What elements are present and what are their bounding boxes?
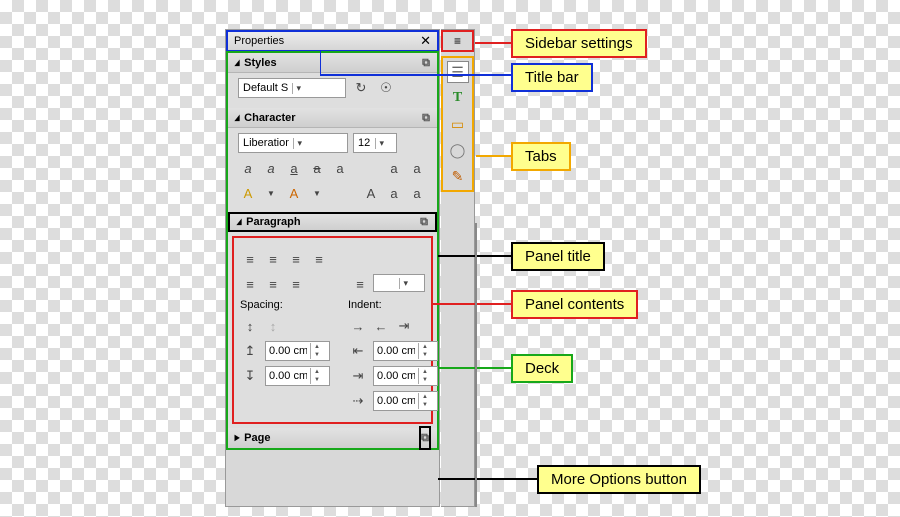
indent-first-spinner[interactable]: ▲▼ (373, 391, 438, 411)
highlight-chevron[interactable]: ▼ (307, 183, 327, 203)
font-color-icon[interactable]: A (238, 183, 258, 203)
callout-panel-title: Panel title (511, 242, 605, 271)
indent-before-icon: ⇤ (348, 341, 368, 361)
tab-gallery[interactable]: ▭ (447, 113, 469, 135)
tab-styles[interactable]: T (447, 87, 469, 109)
font-value: Liberation Serif (243, 137, 289, 149)
font-color-chevron[interactable]: ▼ (261, 183, 281, 203)
sidebar-settings-button[interactable]: ≡ (441, 30, 474, 52)
panel-contents: ≡ ≡ ≡ ≡ ≡ ≡ ≡ ≡ ▾ Spacing: (232, 236, 433, 424)
align-justify-icon[interactable]: ≡ (309, 249, 329, 269)
highlight-icon[interactable]: A (284, 183, 304, 203)
callout-title-bar: Title bar (511, 63, 593, 92)
tab-navigator[interactable]: ◯ (447, 139, 469, 161)
chevron-down-icon: ▾ (292, 83, 342, 94)
character-body: Liberation Serif ▾ 12 ▾ a a a a a a a A (228, 128, 437, 213)
more-options-icon[interactable]: ⧉ (421, 107, 431, 129)
align-center-icon[interactable]: ≡ (263, 249, 283, 269)
paragraph-body: ≡ ≡ ≡ ≡ ≡ ≡ ≡ ≡ ▾ Spacing: (228, 232, 437, 428)
dec-indent-icon[interactable]: ← (371, 316, 391, 336)
style-dropdown[interactable]: Default Style ▾ (238, 78, 346, 98)
subscript-icon[interactable]: a (407, 158, 427, 178)
callout-panel-contents: Panel contents (511, 290, 638, 319)
inc-spacing-icon[interactable]: ↕ (240, 316, 260, 336)
superscript-icon[interactable]: a (384, 158, 404, 178)
overline-icon[interactable]: a (330, 158, 350, 178)
spacing-label: Spacing: (240, 299, 330, 311)
indent-first-icon: ⇢ (348, 391, 368, 411)
decrease-font-icon[interactable]: a (407, 183, 427, 203)
space-above-input[interactable] (266, 345, 310, 357)
tab-column: ≡ ☰ T ▭ ◯ ✎ (441, 29, 475, 507)
space-below-input[interactable] (266, 370, 310, 382)
align-top-icon[interactable]: ≡ (240, 274, 260, 294)
increase-font-icon[interactable]: a (384, 183, 404, 203)
inc-indent-icon[interactable]: → (348, 316, 368, 336)
char-format-row-1: a a a a a a a (238, 158, 427, 178)
page-header[interactable]: Page ⧉ (228, 428, 437, 448)
bold-icon[interactable]: a (238, 158, 258, 178)
paragraph-header[interactable]: Paragraph ⧉ (228, 212, 437, 232)
hanging-indent-icon[interactable]: ⇥ (394, 316, 414, 336)
chevron-down-icon: ▾ (293, 138, 344, 149)
title-bar-label: Properties (234, 30, 284, 52)
section-label: Page (244, 428, 270, 448)
font-size-value: 12 (358, 137, 371, 149)
properties-panel: Properties ✕ Styles ⧉ Default Style ▾ ↻ … (225, 29, 440, 507)
chevron-down-icon: ▾ (399, 278, 421, 289)
tab-functions[interactable]: ✎ (447, 165, 469, 187)
more-options-icon[interactable]: ⧉ (419, 211, 429, 233)
align-left-icon[interactable]: ≡ (240, 249, 260, 269)
indent-before-spinner[interactable]: ▲▼ (373, 341, 438, 361)
space-below-spinner[interactable]: ▲▼ (265, 366, 330, 386)
callout-deck: Deck (511, 354, 573, 383)
indent-label: Indent: (348, 299, 438, 311)
character-header[interactable]: Character ⧉ (228, 108, 437, 128)
title-bar: Properties ✕ (226, 30, 439, 52)
callout-sidebar-settings: Sidebar settings (511, 29, 647, 58)
strike-icon[interactable]: a (307, 158, 327, 178)
space-above-icon: ↥ (240, 341, 260, 361)
indent-before-input[interactable] (374, 345, 418, 357)
align-vcenter-icon[interactable]: ≡ (263, 274, 283, 294)
more-options-button[interactable]: ⧉ (419, 426, 431, 450)
section-label: Styles (244, 53, 276, 73)
space-below-icon: ↧ (240, 366, 260, 386)
italic-icon[interactable]: a (261, 158, 281, 178)
style-value: Default Style (243, 82, 288, 94)
close-icon[interactable]: ✕ (420, 30, 431, 52)
callout-more-options: More Options button (537, 465, 701, 494)
line-spacing-dropdown[interactable]: ▾ (373, 274, 425, 292)
new-style-icon[interactable]: ☉ (376, 78, 396, 98)
deck: Styles ⧉ Default Style ▾ ↻ ☉ Character ⧉… (226, 51, 439, 450)
indent-after-spinner[interactable]: ▲▼ (373, 366, 438, 386)
chevron-down-icon: ▾ (375, 138, 393, 149)
dec-spacing-icon[interactable]: ↕ (263, 316, 283, 336)
callout-tabs: Tabs (511, 142, 571, 171)
settings-icon: ≡ (454, 34, 461, 48)
space-above-spinner[interactable]: ▲▼ (265, 341, 330, 361)
font-dropdown[interactable]: Liberation Serif ▾ (238, 133, 348, 153)
indent-first-input[interactable] (374, 395, 418, 407)
align-right-icon[interactable]: ≡ (286, 249, 306, 269)
section-label: Character (244, 108, 295, 128)
font-size-dropdown[interactable]: 12 ▾ (353, 133, 397, 153)
line-spacing-icon[interactable]: ≡ (350, 274, 370, 294)
char-spacing-icon[interactable]: A (361, 183, 381, 203)
underline-icon[interactable]: a (284, 158, 304, 178)
update-style-icon[interactable]: ↻ (351, 78, 371, 98)
align-bottom-icon[interactable]: ≡ (286, 274, 306, 294)
indent-after-input[interactable] (374, 370, 418, 382)
char-format-row-2: A ▼ A ▼ A a a (238, 183, 427, 203)
indent-after-icon: ⇥ (348, 366, 368, 386)
section-label: Paragraph (246, 212, 300, 232)
